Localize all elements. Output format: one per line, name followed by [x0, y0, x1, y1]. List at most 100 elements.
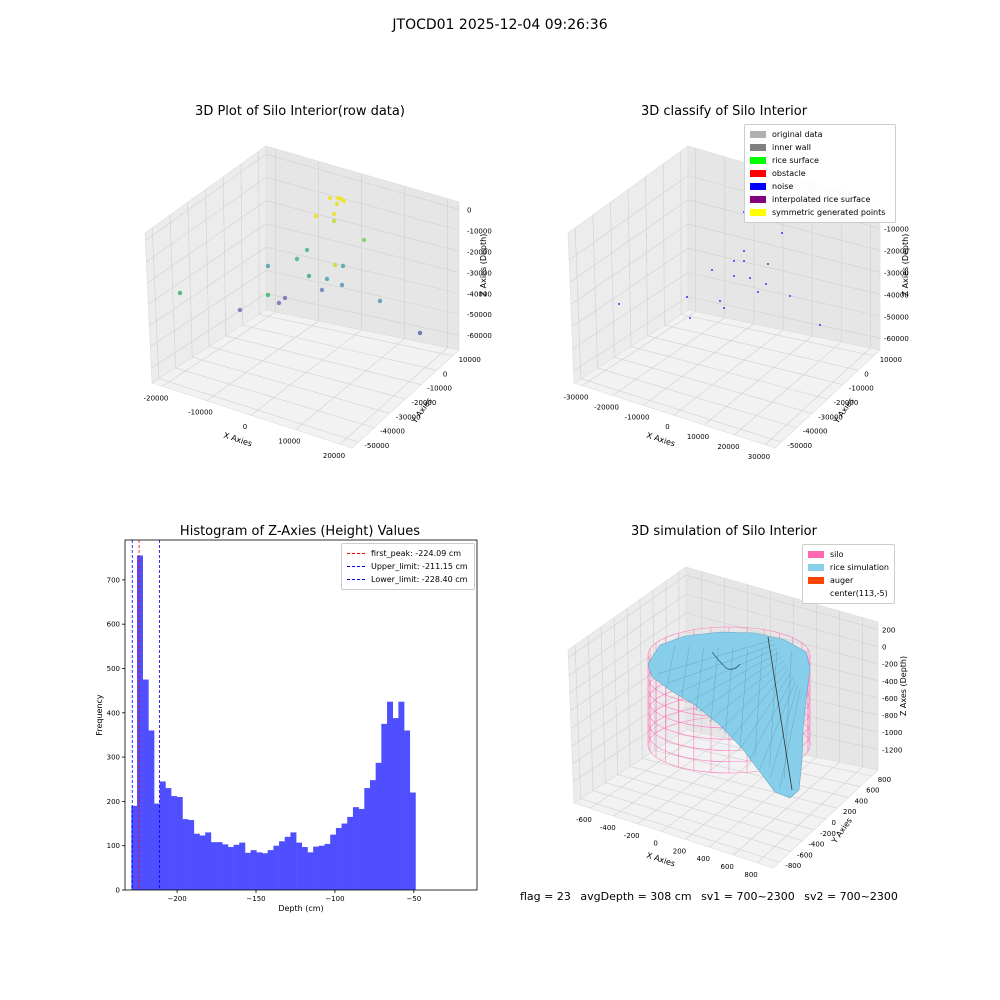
histogram-bar — [222, 844, 229, 890]
histogram-bar — [205, 832, 212, 890]
raw-scatter-point — [361, 237, 367, 243]
sv1-value: sv1 = 700~2300 — [701, 890, 795, 903]
cls-xtick-label: 20000 — [717, 443, 739, 451]
raw-zgrid-line — [265, 153, 460, 210]
histogram-bar — [142, 679, 149, 890]
histogram-bar — [176, 796, 183, 890]
sim-zgrid-line — [685, 612, 879, 664]
sim-ztick-label: -1000 — [882, 729, 902, 737]
legend-swatch — [808, 590, 824, 597]
cls-zgrid-line — [573, 296, 689, 372]
histogram-ytick-label: 200 — [107, 798, 120, 806]
cls-ztick-label: -20000 — [884, 248, 909, 256]
histogram-bar — [159, 781, 166, 890]
classify-legend-entry: interpolated rice surface — [750, 193, 890, 206]
legend-label: interpolated rice surface — [772, 195, 871, 204]
sim-zgrid-line — [568, 593, 687, 676]
simulation-plot-title: 3D simulation of Silo Interior — [631, 524, 817, 539]
figure-title: JTOCD01 2025-12-04 09:26:36 — [392, 17, 608, 33]
histogram-ytick-label: 300 — [107, 754, 120, 762]
cls-ytick-label: -50000 — [787, 442, 812, 450]
raw-zaxis-label: Z Axies (Depth) — [479, 234, 488, 297]
cls-ytick-label: -30000 — [818, 413, 843, 421]
sim-zgrid-line — [685, 593, 879, 647]
cls-ygrid-line — [681, 314, 874, 357]
sim-ytick-label: -400 — [808, 841, 824, 849]
sim-xaxis-label: X Axies — [645, 851, 676, 869]
raw-ygrid-line — [192, 356, 390, 414]
rice-mesh-line — [728, 668, 789, 741]
cls-ygrid-line — [645, 176, 649, 336]
raw-zgrid-line — [265, 293, 460, 336]
histogram-title: Histogram of Z-Axies (Height) Values — [179, 524, 421, 539]
cls-xtick-label: -30000 — [564, 394, 589, 402]
histogram-bar — [387, 701, 394, 890]
rice-mesh-line — [708, 660, 785, 722]
raw-scatter-point — [332, 262, 338, 268]
histogram-bar — [330, 834, 337, 890]
raw-scatter-point — [276, 300, 282, 306]
raw-ytick-label: -50000 — [364, 442, 389, 450]
legend-swatch — [808, 577, 824, 584]
classify-legend-entry: original data — [750, 128, 890, 141]
histogram-bar — [364, 788, 371, 890]
cls-zgrid-line — [687, 248, 881, 295]
raw-ztick-label: 0 — [467, 206, 471, 214]
histogram-ytick-label: 500 — [107, 665, 120, 673]
raw-zgrid-line — [151, 293, 267, 369]
cls-ygrid-line — [574, 227, 582, 379]
rice-mesh-line — [710, 647, 719, 723]
legend-label: center(113,-5) — [830, 589, 888, 598]
histogram-bar — [216, 842, 223, 890]
legend-swatch — [808, 564, 824, 571]
sim-ygrid-line — [605, 782, 803, 841]
raw-scatter-point — [340, 263, 346, 269]
raw-ygrid-line — [175, 367, 375, 429]
sim-ytick-label: -600 — [797, 851, 813, 859]
histogram-bar — [352, 807, 359, 890]
rice-mesh-line — [740, 649, 748, 745]
cls-noise-point — [711, 269, 713, 271]
histogram-bar — [250, 850, 257, 890]
simulation-legend-entry: center(113,-5) — [808, 587, 889, 600]
cls-xtick-label: -20000 — [594, 403, 619, 411]
cls-ytick-label: -20000 — [834, 399, 859, 407]
raw-ytick-label: -30000 — [396, 413, 421, 421]
legend-label: rice simulation — [829, 563, 889, 572]
legend-swatch — [750, 157, 766, 164]
histogram-bar — [199, 835, 206, 890]
legend-swatch — [808, 551, 824, 558]
auger-marker — [711, 651, 741, 670]
histogram-bar — [262, 853, 268, 890]
histogram-bar — [307, 852, 314, 890]
sim-ygrid-line — [629, 766, 826, 820]
histogram-legend-entry: Upper_limit: -211.15 cm — [347, 560, 469, 573]
classify-legend-entry: noise — [750, 180, 890, 193]
raw-scatter-point — [319, 287, 325, 293]
simulation-legend: silo rice simulation auger center(113,-5) — [802, 544, 895, 604]
histogram-legend-entry: first_peak: -224.09 cm — [347, 547, 469, 560]
raw-scatter-point — [331, 218, 337, 224]
cls-ytick-label: 0 — [864, 370, 868, 378]
rice-mesh-line — [769, 650, 777, 768]
histogram-bar — [273, 845, 280, 890]
raw-scatter-point — [237, 307, 243, 313]
cls-noise-point — [618, 303, 620, 305]
cls-noise-point — [743, 260, 745, 262]
raw-ztick-label: -20000 — [467, 248, 492, 256]
histogram-ytick-label: 100 — [107, 842, 120, 850]
sim-zgrid-line — [572, 688, 687, 765]
sim-zgrid-line — [569, 612, 687, 694]
cls-zgrid-line — [569, 199, 689, 283]
cls-ygrid-line — [614, 356, 813, 414]
raw-ztick-label: -60000 — [467, 332, 492, 340]
sim-ztick-label: -800 — [882, 712, 898, 720]
histogram-bar — [165, 788, 172, 890]
cls-ztick-label: -40000 — [884, 291, 909, 299]
sim-ztick-label: -200 — [882, 661, 898, 669]
cls-noise-point — [743, 250, 745, 252]
histogram-bar — [136, 555, 143, 890]
rice-mesh-line — [725, 648, 734, 734]
raw-zgrid-line — [145, 153, 267, 241]
